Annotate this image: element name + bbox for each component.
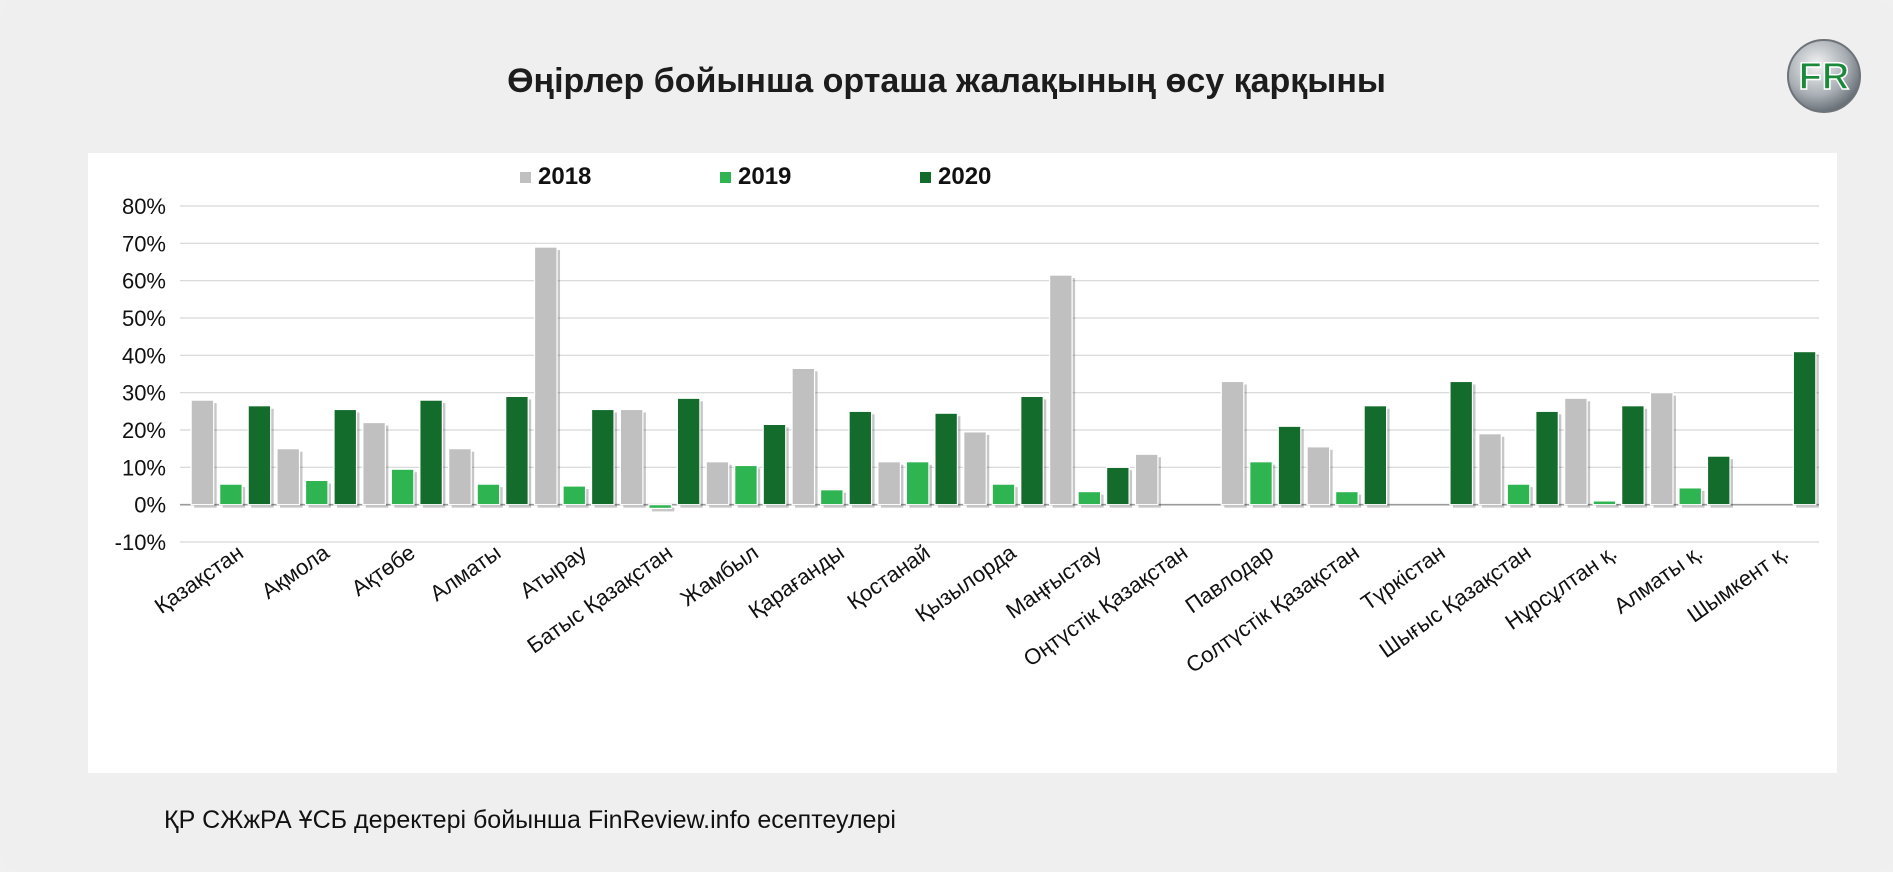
y-tick-label: 20% [122, 418, 166, 443]
bar-2018-9 [877, 461, 902, 506]
y-tick-label: -10% [115, 530, 166, 555]
bar-2018-3 [362, 421, 386, 506]
bar-2019-5 [562, 485, 587, 506]
y-tick-label: 40% [122, 343, 166, 368]
bar-2019-4 [476, 483, 501, 506]
bar-2020-6 [676, 397, 701, 506]
source-note: ҚР СЖжРА ҰСБ деректері бойынша FinReview… [164, 806, 896, 834]
bar-2018-17 [1564, 397, 1588, 506]
logo-text: FR [1799, 56, 1850, 98]
x-category-label: Атырау [515, 540, 591, 604]
bar-2019-7 [734, 464, 758, 506]
bar-2019-10 [991, 483, 1016, 506]
legend-label-2019: 2019 [738, 163, 791, 190]
bar-2020-15 [1449, 380, 1474, 506]
bar-shadow [1596, 503, 1619, 508]
x-category-label: Шығыс Қазақстан [1375, 540, 1536, 663]
bar-2019-9 [905, 461, 930, 506]
bar-2018-6 [619, 408, 644, 506]
bar-2019-17 [1592, 500, 1617, 506]
bar-2018-5 [533, 246, 558, 506]
y-tick-label: 70% [122, 231, 166, 256]
bar-2020-7 [762, 423, 787, 506]
plot-area: 80% 70% 60% 50% 40% 30% 20% 10% 0% -10% Қазақстан А… [88, 153, 1837, 773]
bar-2018-7 [705, 461, 730, 506]
x-category-label: Алматы [425, 540, 505, 607]
bar-2020-11 [1105, 466, 1130, 506]
legend-label-2018: 2018 [538, 163, 591, 190]
bar-2018-14 [1306, 446, 1331, 506]
y-tick-label: 60% [122, 269, 166, 294]
bar-2020-8 [848, 410, 873, 506]
bar-2018-18 [1649, 392, 1674, 506]
bar-2019-3 [390, 468, 415, 506]
bar-2020-19 [1792, 351, 1817, 506]
y-tick-label: 80% [122, 194, 166, 219]
y-tick-label: 30% [122, 381, 166, 406]
bar-2020-17 [1621, 405, 1645, 506]
bar-shadow [651, 507, 675, 512]
bar-2019-11 [1077, 491, 1102, 506]
bar-chart: 80%70%60%50%40%30%20%10%0%-10%Қазақстан А… [115, 163, 1819, 678]
x-category-label: Ақмола [257, 539, 334, 604]
bar-2018-2 [276, 448, 301, 506]
bar-2020-5 [590, 408, 615, 506]
bar-2018-1 [190, 399, 215, 506]
bar-2018-11 [1048, 274, 1073, 506]
bar-2019-2 [304, 479, 329, 506]
finreview-logo: FR [1786, 38, 1862, 114]
bar-2018-12 [1134, 453, 1159, 506]
bar-2020-16 [1535, 410, 1559, 506]
bar-2020-3 [419, 399, 443, 506]
bar-2020-18 [1706, 455, 1731, 506]
bar-2019-16 [1506, 483, 1531, 506]
bar-2018-13 [1220, 380, 1245, 506]
bar-2019-6 [648, 504, 672, 509]
bar-2020-10 [1020, 395, 1044, 506]
bar-2020-2 [333, 408, 358, 506]
y-tick-label: 50% [122, 306, 166, 331]
legend-swatch-2018 [520, 172, 531, 183]
chart-title: Өңірлер бойынша орташа жалақының өсу қар… [507, 62, 1386, 100]
x-category-label: Ақтөбе [347, 540, 420, 601]
x-category-label: Батыс Қазақстан [522, 540, 677, 659]
bar-2020-9 [934, 412, 959, 506]
bar-2018-8 [791, 367, 816, 506]
x-category-label: Қарағанды [744, 540, 849, 624]
y-tick-label: 10% [122, 455, 166, 480]
bar-2020-4 [505, 395, 529, 506]
y-tick-label: 0% [134, 493, 166, 518]
bar-2018-10 [963, 431, 987, 506]
bar-2019-14 [1335, 491, 1359, 506]
legend-swatch-2019 [720, 172, 731, 183]
bar-2020-14 [1363, 405, 1388, 506]
bar-2019-1 [219, 483, 243, 506]
bar-2018-16 [1478, 433, 1502, 506]
bar-2020-13 [1277, 425, 1302, 506]
bar-2019-8 [819, 489, 844, 506]
legend-label-2020: 2020 [938, 163, 991, 190]
bar-2020-1 [247, 405, 272, 506]
bar-2019-13 [1249, 461, 1273, 506]
legend-swatch-2020 [920, 172, 931, 183]
bar-2019-18 [1678, 487, 1703, 506]
bar-2018-4 [448, 448, 472, 506]
